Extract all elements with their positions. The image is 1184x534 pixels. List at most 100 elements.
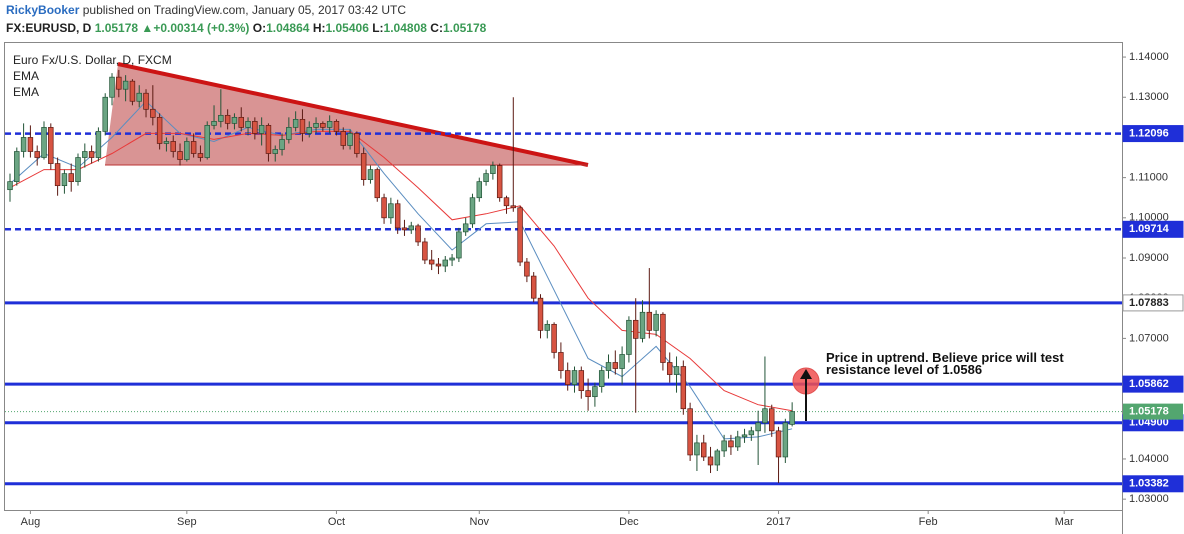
candle-body bbox=[598, 370, 605, 387]
candle-body bbox=[462, 223, 469, 233]
level-label: 1.09714 bbox=[1129, 223, 1170, 235]
candle-body bbox=[197, 153, 204, 158]
last: 1.05178 bbox=[94, 21, 139, 35]
x-tick-label: Feb bbox=[919, 516, 938, 528]
level-label-box bbox=[1122, 125, 1184, 143]
up-arrow: ▲ bbox=[141, 21, 154, 35]
candle-body bbox=[449, 257, 455, 261]
candle-body bbox=[680, 366, 687, 410]
candle-body bbox=[524, 261, 530, 277]
candle-body bbox=[333, 121, 340, 132]
level-label-box bbox=[1122, 375, 1184, 393]
candle-body bbox=[728, 440, 734, 448]
candle-body bbox=[367, 169, 374, 180]
candle-body bbox=[292, 119, 299, 128]
candle-body bbox=[503, 197, 510, 207]
candle-body bbox=[469, 197, 476, 225]
candle-body bbox=[666, 362, 673, 375]
y-tick-label: 1.10000 bbox=[1129, 212, 1169, 224]
arrow-head bbox=[800, 369, 812, 379]
open-label: O: bbox=[252, 21, 267, 35]
candle-body bbox=[775, 430, 782, 458]
candle-body bbox=[388, 203, 394, 219]
candle-body bbox=[82, 151, 88, 158]
candle-body bbox=[626, 319, 632, 355]
x-tick-label: Nov bbox=[470, 516, 490, 528]
candle-body bbox=[34, 151, 40, 158]
level-label-box bbox=[1122, 220, 1184, 238]
candle-body bbox=[700, 442, 707, 458]
candle-body bbox=[558, 352, 564, 371]
y-tick-label: 1.14000 bbox=[1129, 51, 1169, 63]
candle-body bbox=[68, 173, 74, 182]
level-label-box bbox=[1122, 294, 1184, 312]
candle-body bbox=[88, 151, 95, 158]
candle-body bbox=[782, 422, 789, 458]
chart-title: Euro Fx/U.S. Dollar, D, FXCM bbox=[13, 53, 172, 67]
candle-body bbox=[707, 456, 714, 466]
candle-body bbox=[530, 275, 537, 299]
low: 1.04808 bbox=[383, 21, 427, 35]
last-price-box bbox=[1123, 403, 1183, 420]
candle-body bbox=[184, 141, 190, 160]
candle-body bbox=[592, 386, 598, 398]
level-label: 1.04900 bbox=[1129, 417, 1169, 429]
candle-body bbox=[564, 370, 571, 385]
candle-body bbox=[320, 123, 326, 128]
candle-body bbox=[571, 370, 578, 385]
candle-body bbox=[769, 408, 775, 432]
candle-body bbox=[422, 241, 428, 261]
candle-body bbox=[605, 362, 612, 371]
candle-body bbox=[14, 151, 20, 182]
candle-body bbox=[326, 121, 333, 128]
level-label: 1.07883 bbox=[1129, 297, 1169, 309]
candle-body bbox=[286, 127, 292, 140]
candle-body bbox=[551, 323, 557, 353]
candle-body bbox=[245, 121, 251, 128]
x-tick-label: Sep bbox=[177, 516, 197, 528]
candle-body bbox=[435, 263, 442, 267]
candle-body bbox=[646, 311, 653, 331]
legend-entry: EMA bbox=[13, 85, 40, 99]
candle-body bbox=[354, 133, 360, 154]
candle-body bbox=[762, 408, 768, 424]
candle-body bbox=[7, 181, 13, 191]
candle-body bbox=[476, 181, 483, 199]
candle-body bbox=[490, 165, 496, 174]
low-label: L: bbox=[372, 21, 384, 35]
candle-body bbox=[20, 137, 27, 152]
candle-body bbox=[150, 108, 156, 118]
candle-body bbox=[224, 114, 231, 124]
annotation: Price in uptrend. Believe price will tes… bbox=[826, 350, 1064, 377]
author[interactable]: RickyBooker bbox=[6, 3, 80, 17]
candle-body bbox=[735, 436, 741, 448]
candle-body bbox=[687, 408, 693, 456]
y-tick-label: 1.07000 bbox=[1129, 332, 1169, 344]
candle-body bbox=[381, 197, 387, 219]
candle-body bbox=[54, 163, 61, 187]
candle-body bbox=[544, 323, 551, 331]
candle-body bbox=[279, 139, 285, 150]
high: 1.05406 bbox=[325, 21, 369, 35]
high-label: H: bbox=[312, 21, 326, 35]
candle-body bbox=[95, 131, 102, 158]
candle-body bbox=[428, 259, 435, 265]
trend-line bbox=[117, 62, 589, 167]
candle-body bbox=[218, 114, 224, 122]
candle-body bbox=[741, 434, 748, 438]
x-tick-label: Aug bbox=[21, 516, 41, 528]
candle-body bbox=[748, 430, 755, 436]
quote-line: FX:EURUSD, D 1.05178 ▲+0.00314 (+0.3%) O… bbox=[6, 21, 486, 35]
close-label: C: bbox=[430, 21, 443, 35]
last-price-label: 1.05178 bbox=[1129, 406, 1169, 418]
y-tick-label: 1.04000 bbox=[1129, 453, 1169, 465]
level-label: 1.12096 bbox=[1129, 127, 1169, 139]
published: published on TradingView.com, January 05… bbox=[82, 3, 407, 17]
candle-body bbox=[585, 390, 591, 398]
candle-body bbox=[204, 125, 210, 158]
candle-body bbox=[394, 203, 401, 229]
candle-body bbox=[129, 80, 136, 102]
candle-body bbox=[374, 169, 380, 199]
candle-body bbox=[48, 127, 54, 164]
